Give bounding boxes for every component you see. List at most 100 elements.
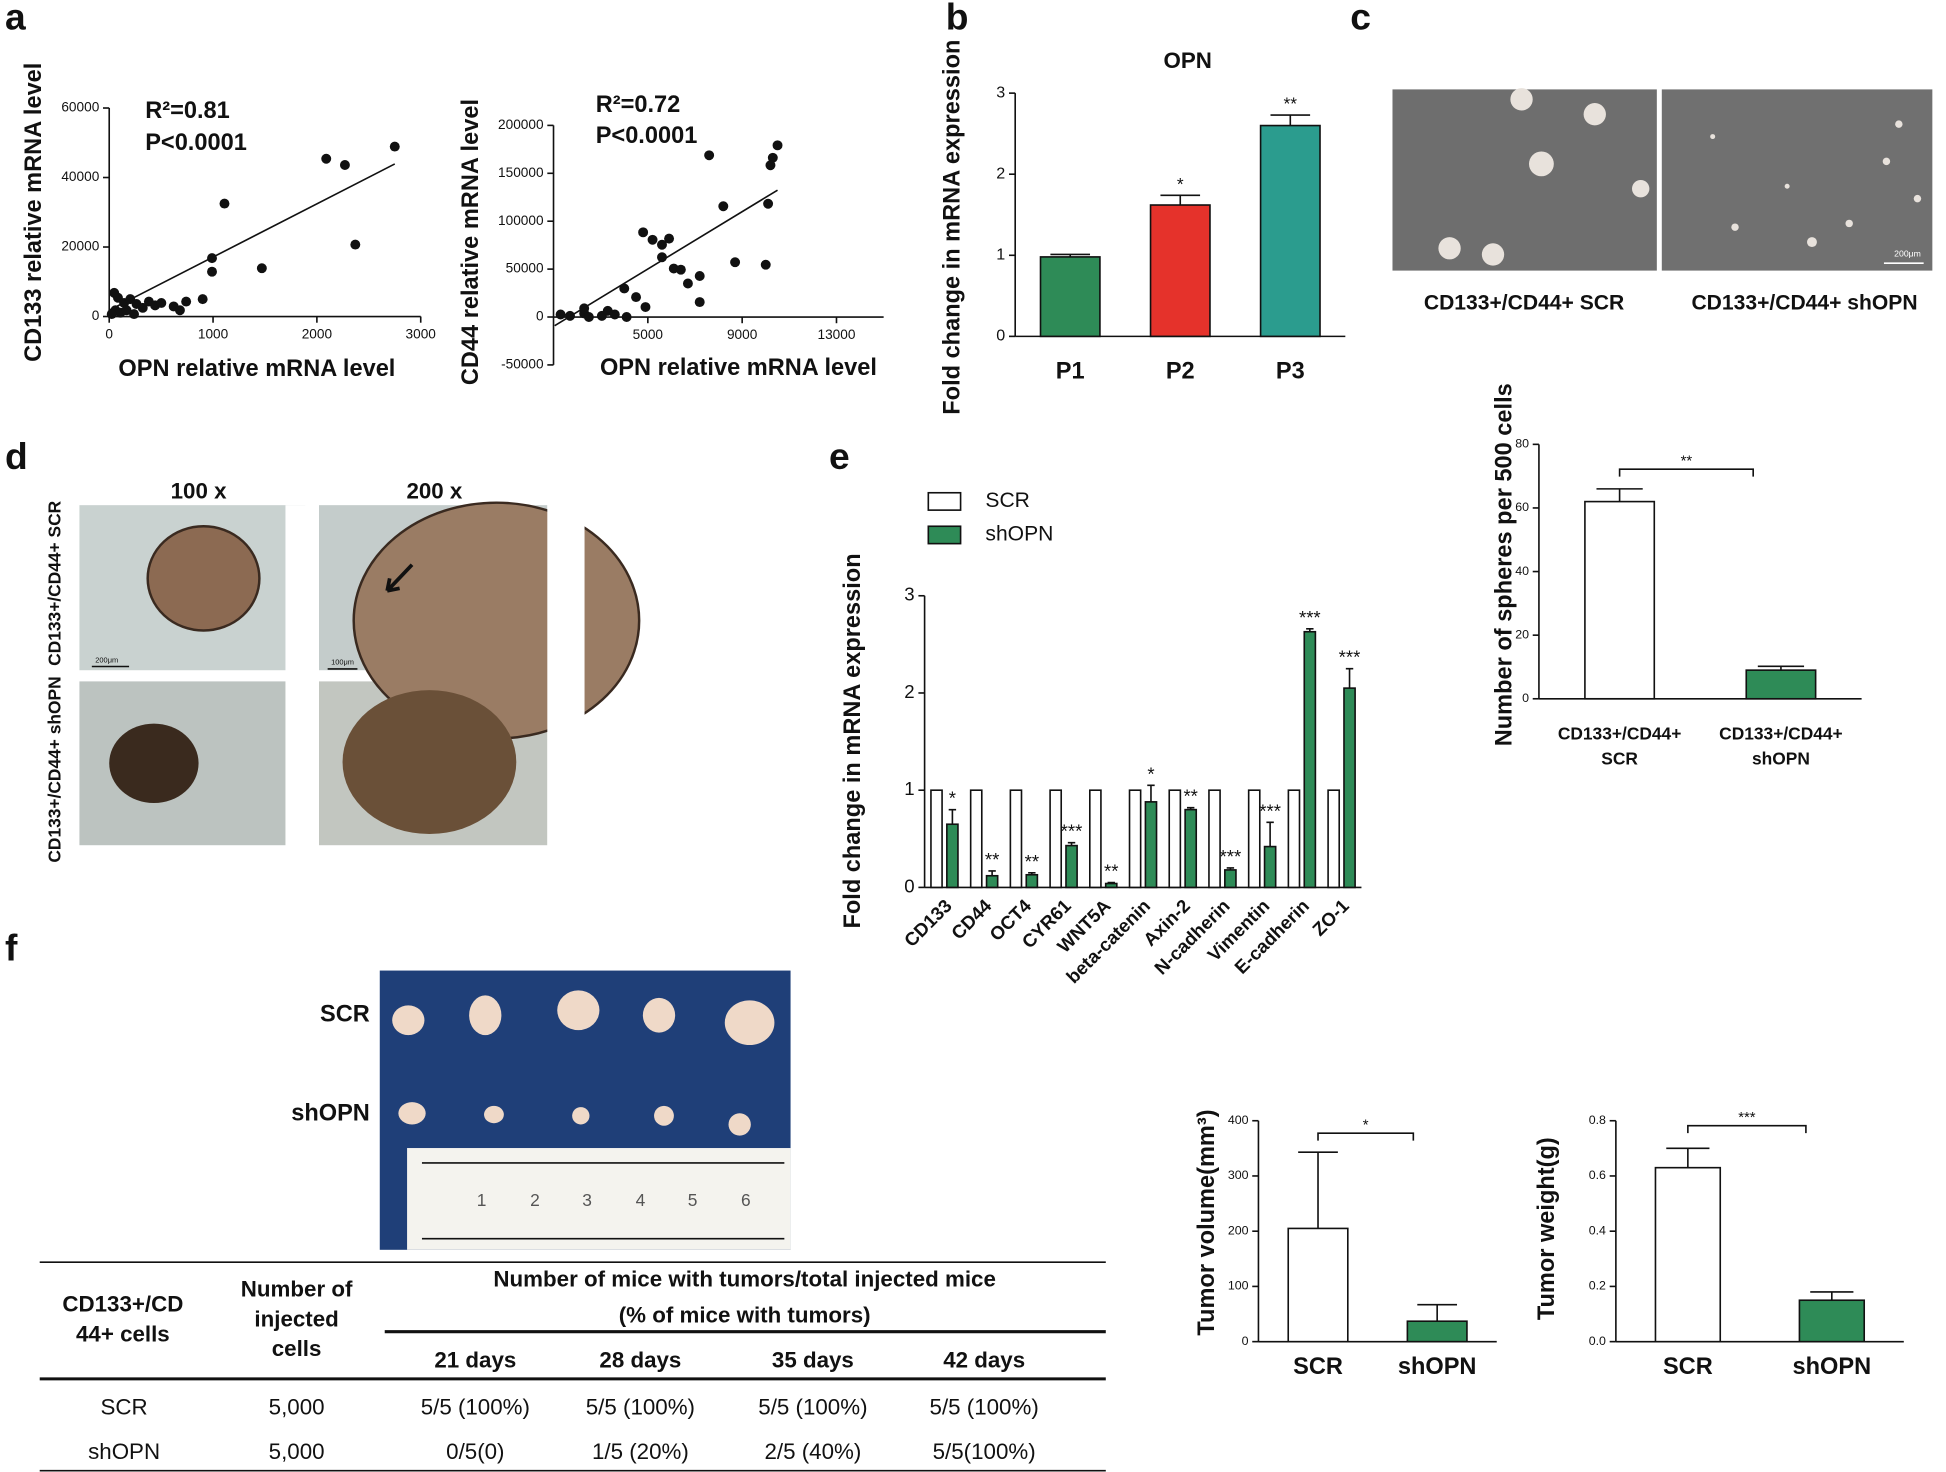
point <box>760 259 771 270</box>
panel-label: a <box>5 0 26 38</box>
significance: *** <box>1738 1110 1756 1126</box>
table-cell: 5/5 (100%) <box>758 1395 867 1420</box>
y-axis-label: CD133 relative mRNA level <box>20 63 46 362</box>
panel-label: f <box>5 927 18 969</box>
photos-d: 200μm 100μm 100 x 200 x CD133+/CD44+ SCR… <box>44 479 641 863</box>
x-tick-label: 13000 <box>818 327 856 342</box>
bar <box>1009 789 1023 889</box>
y-tick-label: 1 <box>996 246 1005 264</box>
y-tick-label: 0 <box>904 875 914 896</box>
significance: * <box>1363 1118 1369 1134</box>
bar <box>1208 789 1221 889</box>
tumors <box>392 990 775 1136</box>
arrow <box>385 563 414 593</box>
bracket <box>1317 1132 1415 1141</box>
table-cell: shOPN <box>88 1439 160 1464</box>
y-tick-label: 20000 <box>61 239 99 254</box>
x-tick-label: shOPN <box>1793 1353 1872 1379</box>
bracket <box>1687 1124 1807 1134</box>
point <box>321 153 332 164</box>
bar <box>1745 669 1817 700</box>
x-tick-label: CD133 <box>900 895 956 951</box>
annotation: R²=0.72 <box>596 91 681 117</box>
bar <box>1327 789 1341 889</box>
table-header: 42 days <box>943 1347 1025 1372</box>
y-axis-label: Fold change in mRNA expression <box>839 553 865 928</box>
point <box>137 302 148 313</box>
x-tick-label: P2 <box>1166 358 1195 384</box>
y-tick-label: 60 <box>1515 500 1529 514</box>
x-tick-label: CD133+/CD44+ SCR <box>1558 723 1682 768</box>
y-tick-label: 0 <box>996 327 1005 345</box>
chart-title: OPN <box>1164 48 1212 73</box>
table-header: injected <box>254 1306 338 1331</box>
table-cell: SCR <box>101 1395 148 1420</box>
spheres <box>1438 88 1922 266</box>
point <box>389 141 400 152</box>
y-axis-label: Tumor weight(g) <box>1533 1137 1559 1320</box>
point <box>583 312 594 322</box>
y-tick-label: 300 <box>1228 1168 1249 1182</box>
y-tick-label: 0.8 <box>1589 1113 1606 1127</box>
y-tick-label: 100000 <box>498 213 544 228</box>
x-tick-label: 3000 <box>406 327 437 342</box>
point <box>763 198 774 209</box>
point <box>197 294 208 305</box>
y-tick-label: 400 <box>1228 1113 1249 1127</box>
legend-swatch <box>927 525 962 545</box>
bar <box>1049 789 1063 889</box>
x-tick-label: shOPN <box>1398 1353 1477 1379</box>
y-tick-label: 80 <box>1515 437 1529 451</box>
legend-swatch <box>927 491 962 511</box>
ruler-number: 2 <box>530 1190 540 1210</box>
y-tick-label: 1 <box>904 778 914 799</box>
significance: *** <box>1259 800 1281 821</box>
x-tick-label: CD133+/CD44+ shOPN <box>1719 723 1843 768</box>
x-axis-label: OPN relative mRNA level <box>600 354 877 380</box>
point <box>767 152 778 163</box>
y-tick-label: 200000 <box>498 117 544 132</box>
y-tick-label: 150000 <box>498 165 544 180</box>
panel-labels: a b c d e f <box>5 0 1371 969</box>
ruler-number: 1 <box>477 1190 487 1210</box>
point <box>631 292 642 303</box>
significance: * <box>949 788 956 809</box>
point <box>621 312 632 322</box>
table-header: Number of <box>241 1277 353 1302</box>
significance: ** <box>1183 786 1197 807</box>
photo-caption: CD133+/CD44+ shOPN <box>1691 292 1917 315</box>
x-tick-label: 5000 <box>633 327 664 342</box>
bar <box>1184 808 1198 889</box>
bar <box>1168 789 1182 889</box>
bar <box>1287 1227 1349 1343</box>
column-label: 100 x <box>171 479 227 504</box>
significance: *** <box>1299 607 1321 628</box>
y-tick-label: 0.2 <box>1589 1279 1606 1293</box>
annotation: P<0.0001 <box>596 122 698 148</box>
table-header: 28 days <box>599 1347 681 1372</box>
row-label: CD133+/CD44+ SCR <box>44 500 64 665</box>
significance: ** <box>1104 861 1118 882</box>
point <box>156 298 167 308</box>
legend-label: shOPN <box>985 523 1053 546</box>
panel-label: d <box>5 435 28 477</box>
y-tick-label: 40000 <box>61 169 99 184</box>
table-cell: 5,000 <box>269 1439 325 1464</box>
y-axis-label: Fold change in mRNA expression <box>938 40 964 415</box>
bar <box>1654 1166 1722 1343</box>
bracket <box>1618 468 1754 477</box>
x-axis-label: OPN relative mRNA level <box>118 355 395 381</box>
point <box>619 283 630 294</box>
panel-label: e <box>829 435 850 477</box>
significance: *** <box>1220 846 1242 867</box>
bar <box>1128 789 1142 889</box>
column-label: 200 x <box>406 479 462 504</box>
bar <box>1065 844 1078 889</box>
ruler-number: 3 <box>582 1190 592 1210</box>
error-bar <box>1417 1303 1458 1322</box>
table-header: cells <box>272 1336 322 1361</box>
bar <box>1584 500 1656 700</box>
scale-bar-label: 200μm <box>1894 249 1921 259</box>
x-tick-label: 9000 <box>727 327 758 342</box>
y-tick-label: 0 <box>1522 691 1529 705</box>
